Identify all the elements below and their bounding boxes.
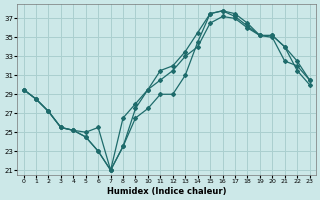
X-axis label: Humidex (Indice chaleur): Humidex (Indice chaleur) xyxy=(107,187,226,196)
